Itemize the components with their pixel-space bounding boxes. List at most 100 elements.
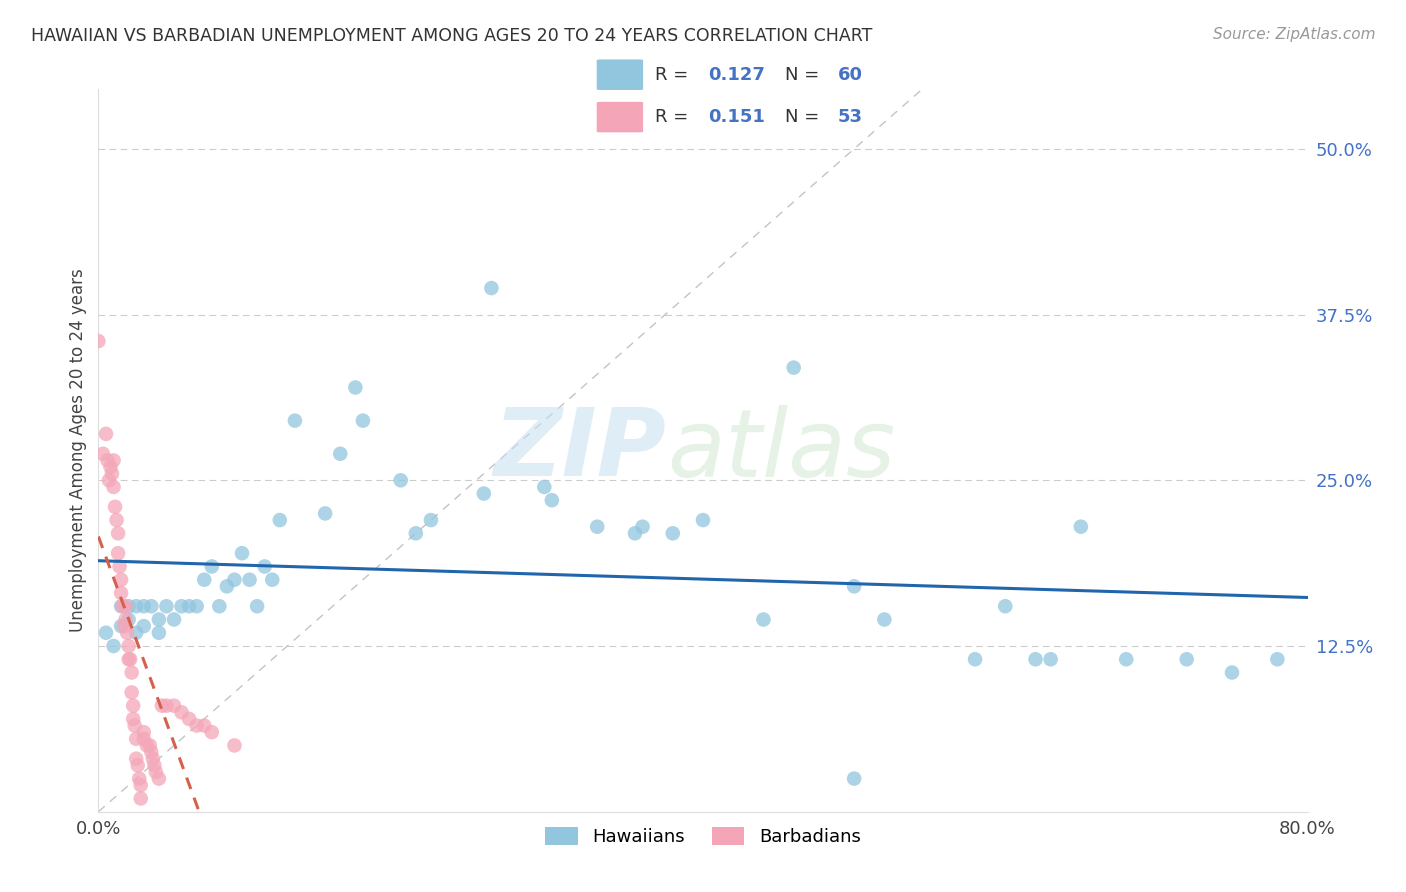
Hawaiians (1267, 652, 1289, 666)
Barbadians (118, 639, 141, 653)
Barbadians (193, 718, 215, 732)
Hawaiians (148, 625, 170, 640)
Hawaiians (125, 599, 148, 614)
Barbadians (94, 426, 117, 441)
Barbadians (112, 619, 135, 633)
Y-axis label: Unemployment Among Ages 20 to 24 years: Unemployment Among Ages 20 to 24 years (69, 268, 87, 632)
Hawaiians (420, 513, 443, 527)
Text: N =: N = (786, 108, 825, 126)
Barbadians (121, 685, 143, 699)
Hawaiians (844, 772, 866, 786)
Barbadians (186, 718, 208, 732)
Text: R =: R = (655, 108, 695, 126)
Barbadians (127, 758, 149, 772)
Barbadians (114, 599, 136, 614)
Barbadians (150, 698, 173, 713)
Barbadians (110, 586, 132, 600)
Barbadians (179, 712, 201, 726)
Hawaiians (1175, 652, 1198, 666)
Hawaiians (873, 612, 896, 626)
Hawaiians (692, 513, 714, 527)
Hawaiians (163, 612, 186, 626)
Barbadians (121, 665, 143, 680)
Hawaiians (186, 599, 208, 614)
Barbadians (111, 599, 134, 614)
Hawaiians (179, 599, 201, 614)
Hawaiians (661, 526, 683, 541)
Hawaiians (155, 599, 177, 614)
Barbadians (129, 791, 152, 805)
Hawaiians (132, 599, 155, 614)
Text: 0.151: 0.151 (709, 108, 765, 126)
Barbadians (101, 467, 124, 481)
Hawaiians (1024, 652, 1046, 666)
Hawaiians (344, 380, 367, 394)
Hawaiians (844, 579, 866, 593)
Hawaiians (284, 414, 307, 428)
Barbadians (125, 731, 148, 746)
Hawaiians (533, 480, 555, 494)
Barbadians (107, 546, 129, 560)
Barbadians (139, 739, 162, 753)
Hawaiians (389, 473, 412, 487)
Barbadians (170, 706, 193, 720)
Barbadians (114, 612, 136, 626)
Hawaiians (110, 619, 132, 633)
Hawaiians (125, 625, 148, 640)
Legend: Hawaiians, Barbadians: Hawaiians, Barbadians (538, 820, 868, 854)
Text: ZIP: ZIP (494, 404, 666, 497)
Hawaiians (170, 599, 193, 614)
Hawaiians (193, 573, 215, 587)
Barbadians (143, 758, 166, 772)
Hawaiians (314, 507, 336, 521)
Hawaiians (472, 486, 495, 500)
Text: Source: ZipAtlas.com: Source: ZipAtlas.com (1212, 27, 1375, 42)
Barbadians (100, 460, 122, 475)
Text: N =: N = (786, 66, 825, 84)
Hawaiians (94, 625, 117, 640)
Barbadians (91, 447, 114, 461)
Hawaiians (405, 526, 427, 541)
Barbadians (201, 725, 224, 739)
Barbadians (155, 698, 177, 713)
Barbadians (98, 473, 121, 487)
Hawaiians (253, 559, 276, 574)
Barbadians (163, 698, 186, 713)
Barbadians (132, 731, 155, 746)
Barbadians (124, 718, 146, 732)
Hawaiians (1115, 652, 1137, 666)
Barbadians (105, 513, 128, 527)
Barbadians (115, 625, 138, 640)
Hawaiians (208, 599, 231, 614)
Hawaiians (215, 579, 238, 593)
Barbadians (128, 772, 150, 786)
FancyBboxPatch shape (596, 60, 643, 90)
Barbadians (103, 480, 125, 494)
Hawaiians (783, 360, 806, 375)
FancyBboxPatch shape (596, 102, 643, 132)
Hawaiians (1070, 519, 1092, 533)
Text: R =: R = (655, 66, 695, 84)
Hawaiians (965, 652, 987, 666)
Hawaiians (118, 612, 141, 626)
Barbadians (118, 652, 141, 666)
Hawaiians (224, 573, 246, 587)
Barbadians (148, 772, 170, 786)
Barbadians (125, 752, 148, 766)
Barbadians (132, 725, 155, 739)
Text: HAWAIIAN VS BARBADIAN UNEMPLOYMENT AMONG AGES 20 TO 24 YEARS CORRELATION CHART: HAWAIIAN VS BARBADIAN UNEMPLOYMENT AMONG… (31, 27, 872, 45)
Hawaiians (329, 447, 352, 461)
Barbadians (224, 739, 246, 753)
Hawaiians (586, 519, 609, 533)
Barbadians (142, 752, 165, 766)
Hawaiians (540, 493, 562, 508)
Barbadians (96, 453, 118, 467)
Hawaiians (246, 599, 269, 614)
Hawaiians (141, 599, 163, 614)
Hawaiians (262, 573, 284, 587)
Text: 0.127: 0.127 (709, 66, 765, 84)
Hawaiians (624, 526, 647, 541)
Hawaiians (1220, 665, 1243, 680)
Barbadians (120, 652, 142, 666)
Barbadians (87, 334, 110, 348)
